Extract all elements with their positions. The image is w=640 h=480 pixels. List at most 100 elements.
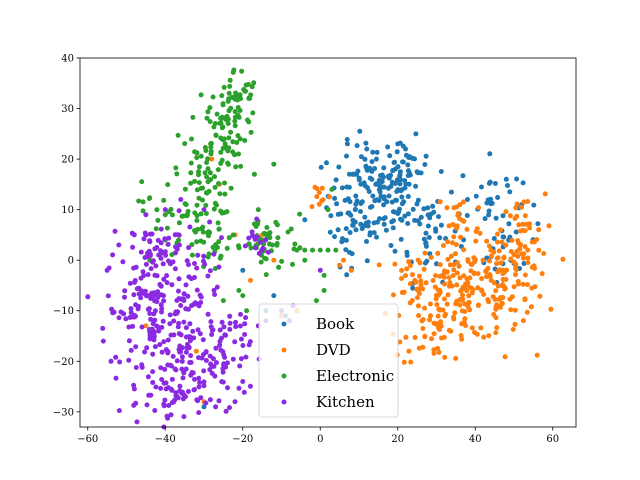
data-point	[498, 227, 504, 233]
data-point	[489, 253, 494, 259]
data-point	[469, 325, 475, 331]
data-point	[143, 212, 149, 218]
data-point	[153, 226, 159, 232]
data-point	[187, 321, 193, 327]
data-point	[376, 262, 382, 268]
data-point	[401, 290, 407, 295]
data-point	[217, 342, 223, 348]
data-point	[225, 148, 231, 154]
data-point	[226, 96, 232, 102]
data-point	[382, 215, 388, 221]
data-point	[475, 271, 481, 277]
data-point	[420, 344, 426, 350]
data-point	[364, 239, 369, 244]
data-point	[475, 303, 481, 308]
data-point	[113, 354, 119, 360]
data-point	[207, 105, 213, 111]
data-point	[436, 214, 441, 220]
data-point	[233, 90, 239, 96]
data-point	[407, 154, 413, 160]
data-point	[414, 201, 420, 207]
data-point	[333, 247, 339, 253]
data-point	[164, 280, 170, 286]
data-point	[381, 165, 387, 171]
data-point	[397, 339, 403, 345]
data-point	[190, 328, 196, 334]
data-point	[226, 235, 232, 241]
data-point	[192, 376, 197, 382]
data-point	[147, 327, 152, 332]
series-dvd	[143, 156, 566, 405]
data-point	[197, 331, 203, 337]
data-point	[123, 316, 129, 322]
data-point	[271, 293, 277, 299]
data-point	[136, 291, 142, 297]
data-point	[203, 190, 209, 196]
data-point	[525, 247, 531, 253]
data-point	[122, 294, 127, 300]
data-point	[339, 239, 345, 245]
data-point	[548, 306, 554, 312]
data-point	[434, 302, 440, 308]
data-point	[512, 307, 518, 313]
data-point	[528, 304, 534, 310]
data-point	[477, 230, 483, 236]
data-point	[219, 379, 225, 385]
data-point	[207, 367, 213, 373]
data-point	[227, 77, 233, 83]
data-point	[407, 300, 413, 306]
data-point	[196, 375, 202, 381]
data-point	[352, 206, 358, 212]
data-point	[455, 211, 461, 216]
series-book	[201, 128, 541, 410]
data-point	[520, 255, 526, 261]
data-point	[205, 109, 211, 115]
data-point	[179, 296, 185, 302]
data-point	[495, 231, 500, 237]
data-point	[199, 355, 205, 361]
data-point	[464, 213, 470, 218]
data-point	[117, 359, 123, 365]
legend-marker-kitchen	[281, 399, 287, 405]
data-point	[522, 272, 528, 278]
data-point	[503, 209, 509, 215]
data-point	[181, 291, 187, 297]
data-point	[353, 227, 359, 233]
data-point	[242, 138, 248, 143]
data-point	[325, 207, 331, 213]
data-point	[144, 402, 150, 408]
data-point	[185, 293, 191, 299]
legend-label-dvd: DVD	[316, 341, 351, 359]
data-point	[404, 266, 410, 272]
data-point	[247, 383, 253, 389]
data-point	[374, 219, 380, 225]
data-point	[254, 216, 260, 222]
data-point	[211, 287, 217, 293]
data-point	[143, 323, 149, 329]
data-point	[243, 354, 249, 360]
data-point	[150, 380, 156, 385]
data-point	[152, 317, 158, 323]
data-point	[246, 119, 252, 125]
data-point	[258, 259, 264, 265]
data-point	[236, 245, 242, 251]
data-point	[243, 88, 248, 94]
data-point	[390, 209, 396, 215]
data-point	[383, 227, 389, 233]
data-point	[198, 185, 204, 191]
data-point	[248, 277, 253, 283]
data-point	[225, 385, 230, 391]
data-point	[379, 172, 385, 178]
data-point	[128, 347, 134, 353]
data-point	[493, 288, 499, 294]
data-point	[249, 229, 255, 235]
data-point	[221, 84, 227, 90]
data-point	[238, 311, 243, 317]
data-point	[422, 334, 428, 340]
data-point	[369, 204, 375, 209]
legend-label-kitchen: Kitchen	[316, 393, 375, 411]
data-point	[397, 181, 403, 187]
data-point	[162, 212, 168, 218]
data-point	[532, 284, 538, 290]
data-point	[399, 217, 405, 223]
